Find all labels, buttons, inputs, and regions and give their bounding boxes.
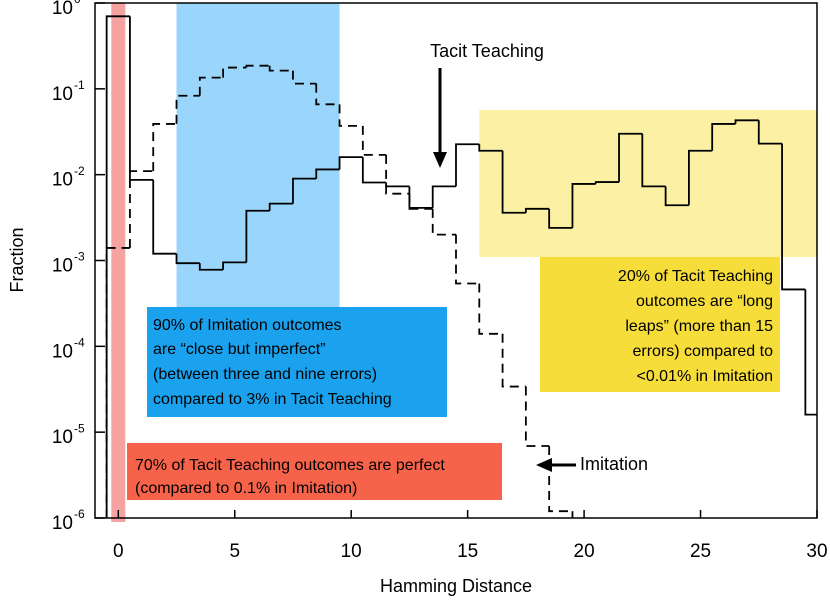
step-segment	[548, 208, 573, 229]
step-segment	[408, 186, 433, 209]
step-segment	[385, 154, 410, 195]
step-segment	[385, 182, 410, 188]
step-segment	[268, 65, 293, 72]
step-segment	[757, 120, 783, 145]
step-segment	[361, 157, 387, 184]
step-segment	[152, 179, 177, 255]
step-segment	[431, 185, 456, 208]
step-segment	[594, 181, 620, 184]
step-segment	[408, 193, 433, 210]
step-segment	[198, 76, 224, 96]
x-tick-label: 25	[690, 541, 711, 562]
annotation-text: (between three and nine errors)	[153, 366, 377, 383]
step-segment	[198, 263, 224, 271]
step-segment	[524, 207, 550, 213]
x-tick-label: 20	[574, 541, 595, 562]
y-tick-exponent: -1	[74, 78, 85, 92]
x-axis-label: Hamming Distance	[380, 576, 532, 596]
highlight-region	[176, 3, 340, 307]
step-segment	[501, 333, 526, 388]
x-tick-label: 5	[229, 541, 240, 562]
step-segment	[711, 123, 736, 151]
step-segment	[338, 104, 363, 127]
step-segment	[338, 156, 363, 170]
step-segment	[664, 186, 689, 207]
annotation-box	[147, 307, 447, 417]
step-segment	[129, 16, 154, 181]
step-segment	[501, 150, 526, 214]
annotation-text: 20% of Tacit Teaching	[618, 268, 773, 285]
annotation-box	[540, 257, 780, 392]
step-segment	[781, 143, 806, 291]
step-segment	[152, 123, 177, 172]
y-tick-label: 10	[52, 170, 73, 191]
annotation-text: leaps” (more than 15	[625, 318, 773, 335]
y-axis-label: Fraction	[7, 227, 27, 292]
y-tick-label: 10	[52, 427, 73, 448]
annotation-text: 70% of Tacit Teaching outcomes are perfe…	[135, 457, 445, 474]
step-segment	[129, 170, 154, 248]
y-tick-label: 10	[52, 513, 73, 534]
step-segment	[431, 208, 456, 236]
y-tick-label: 10	[52, 256, 73, 277]
step-segment	[268, 202, 293, 211]
step-segment	[688, 149, 713, 206]
step-segment	[455, 234, 480, 285]
step-segment	[618, 132, 643, 183]
annotation-text: 90% of Imitation outcomes	[153, 317, 342, 334]
step-segment	[222, 261, 247, 270]
step-segment	[105, 247, 130, 518]
step-segment	[245, 209, 270, 263]
annotation-text: outcomes are “long	[636, 293, 773, 310]
step-segment	[804, 289, 817, 416]
y-tick-exponent: -6	[74, 507, 85, 521]
y-tick-label: 10	[52, 84, 73, 105]
step-segment	[292, 177, 317, 204]
annotation-text: are “close but imperfect”	[153, 341, 326, 358]
y-tick-label: 10	[52, 0, 73, 19]
arrow-head	[433, 152, 447, 168]
x-tick-label: 10	[341, 541, 362, 562]
step-segment	[571, 183, 596, 228]
y-tick-exponent: -2	[74, 164, 85, 178]
annotation-text: (compared to 0.1% in Imitation)	[135, 480, 357, 497]
step-segment	[245, 64, 270, 68]
step-segment	[175, 253, 200, 265]
step-segment	[361, 125, 387, 156]
step-segment	[524, 386, 550, 447]
annotation-text: compared to 3% in Tacit Teaching	[153, 391, 392, 408]
annotation-box	[127, 443, 502, 500]
series-label: Imitation	[580, 454, 648, 474]
y-tick-exponent: 0	[74, 0, 81, 6]
step-segment	[222, 66, 247, 78]
y-tick-label: 10	[52, 341, 73, 362]
step-segment	[315, 83, 340, 106]
highlight-region	[479, 110, 817, 257]
step-segment	[478, 283, 503, 335]
y-tick-exponent: -3	[74, 250, 85, 264]
step-segment	[548, 445, 573, 513]
step-segment	[315, 168, 340, 179]
highlight-region	[111, 3, 126, 522]
x-tick-label: 0	[113, 541, 124, 562]
annotation-text: <0.01% in Imitation	[636, 368, 773, 385]
step-segment	[734, 119, 759, 124]
step-segment	[455, 143, 480, 187]
step-segment	[478, 144, 503, 152]
arrow-head	[536, 458, 552, 472]
x-tick-label: 15	[457, 541, 478, 562]
x-tick-label: 30	[806, 541, 827, 562]
annotation-text: errors) compared to	[633, 343, 774, 360]
series-label: Tacit Teaching	[430, 41, 544, 61]
y-tick-exponent: -4	[74, 336, 85, 350]
step-segment	[641, 133, 666, 188]
y-tick-exponent: -5	[74, 421, 85, 435]
step-segment	[292, 70, 317, 85]
